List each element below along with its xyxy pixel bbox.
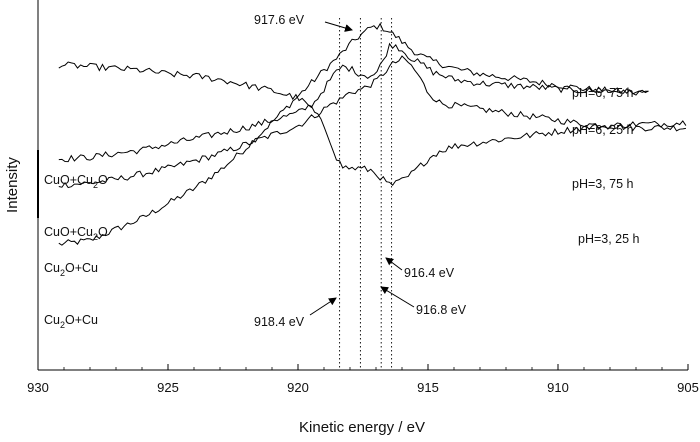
series-line-1	[58, 55, 686, 189]
annotation-label-2: 916.8 eV	[416, 303, 467, 317]
curve-label-3: pH=3, 25 h	[578, 232, 640, 246]
x-ticks: 930 925 920 915 910 905	[27, 150, 699, 395]
annotation-arrow-3	[309, 297, 337, 316]
curve-label-1: pH=6, 25 h	[572, 123, 634, 137]
text-labels: pH=6, 75 h pH=6, 25 h pH=3, 75 h pH=3, 25 h…	[44, 13, 640, 330]
annotation-label-1: 916.4 eV	[404, 266, 455, 280]
x-tick-label-1: 925	[157, 380, 179, 395]
annotation-label-3: 918.4 eV	[254, 315, 305, 329]
curve-label-0: pH=6, 75 h	[572, 86, 634, 100]
y-axis-title: Intensity	[4, 157, 21, 213]
x-tick-label-4: 910	[547, 380, 569, 395]
phase-label-1: CuO+Cu2O	[44, 225, 108, 242]
annotation-label-0: 917.6 eV	[254, 13, 305, 27]
series-line-2	[58, 42, 649, 163]
phase-label-0: CuO+Cu2O	[44, 173, 108, 190]
reference-lines	[339, 18, 393, 368]
x-axis-title: Kinetic energy / eV	[299, 419, 425, 436]
phase-label-2: Cu2O+Cu	[44, 261, 98, 278]
series-curves	[58, 22, 687, 246]
annotation-arrow-2	[380, 286, 415, 308]
x-tick-label-2: 920	[287, 380, 309, 395]
series-line-3	[58, 61, 687, 186]
annotation-arrow-0	[324, 21, 353, 32]
phase-label-3: Cu2O+Cu	[44, 313, 98, 330]
annotation-arrow-1	[385, 257, 403, 271]
series-line-0	[58, 22, 649, 246]
curve-label-2: pH=3, 75 h	[572, 177, 634, 191]
x-tick-label-0: 930	[27, 380, 49, 395]
x-tick-label-3: 915	[417, 380, 439, 395]
x-tick-label-5: 905	[677, 380, 699, 395]
